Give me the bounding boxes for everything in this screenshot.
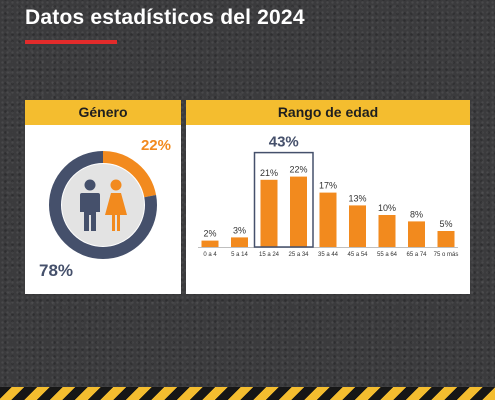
age-panel: Rango de edad 2% 0 a 4 3% 5 a 14 21% 15 a 24 2…: [186, 100, 470, 294]
age-bar: [378, 215, 396, 247]
age-bar: [408, 221, 425, 247]
bar-value-label: 21%: [260, 168, 278, 178]
x-tick-label: 0 a 4: [203, 252, 217, 258]
age-bar-chart: 2% 0 a 4 3% 5 a 14 21% 15 a 24 22% 25 a 34 17% 35…: [198, 134, 459, 258]
donut-slice: [49, 151, 157, 259]
gender-panel: Género 22% 78%: [25, 100, 181, 294]
age-panel-title: Rango de edad: [186, 100, 470, 125]
donut-center: [62, 164, 144, 246]
bar-value-label: 3%: [233, 225, 246, 235]
bar-value-label: 5%: [439, 219, 452, 229]
x-tick-label: 35 a 44: [318, 252, 339, 258]
female-percentage-label: 22%: [141, 137, 171, 154]
bar-value-label: 2%: [203, 229, 216, 239]
age-bar: [201, 240, 219, 247]
age-bar: [319, 192, 337, 247]
x-tick-label: 5 a 14: [231, 252, 248, 258]
x-tick-label: 65 a 74: [406, 252, 427, 258]
x-tick-label: 25 a 34: [288, 252, 309, 258]
age-bar: [437, 231, 455, 247]
age-bar: [260, 179, 278, 247]
age-bar: [349, 205, 366, 247]
page-title: Datos estadísticos del 2024: [25, 6, 305, 29]
gender-panel-title: Género: [25, 100, 181, 125]
male-person-icon: [80, 179, 100, 231]
gender-donut-chart: 22% 78%: [39, 137, 171, 280]
bar-value-label: 17%: [319, 181, 337, 191]
x-tick-label: 45 a 54: [347, 252, 368, 258]
highlight-box: [253, 151, 314, 248]
x-tick-label: 55 a 64: [377, 252, 398, 258]
age-bar: [231, 237, 248, 247]
x-tick-label: 75 o más: [434, 252, 459, 258]
male-percentage-label: 78%: [39, 261, 73, 280]
hazard-stripe: [0, 387, 495, 400]
bar-value-label: 8%: [410, 209, 423, 219]
age-bar: [290, 176, 307, 247]
title-underline: [25, 40, 117, 44]
highlight-total-label: 43%: [269, 134, 299, 151]
bar-value-label: 10%: [378, 203, 396, 213]
bar-value-label: 13%: [348, 193, 366, 203]
bar-value-label: 22%: [289, 165, 307, 175]
female-person-icon: [105, 179, 127, 231]
x-tick-label: 15 a 24: [259, 252, 280, 258]
